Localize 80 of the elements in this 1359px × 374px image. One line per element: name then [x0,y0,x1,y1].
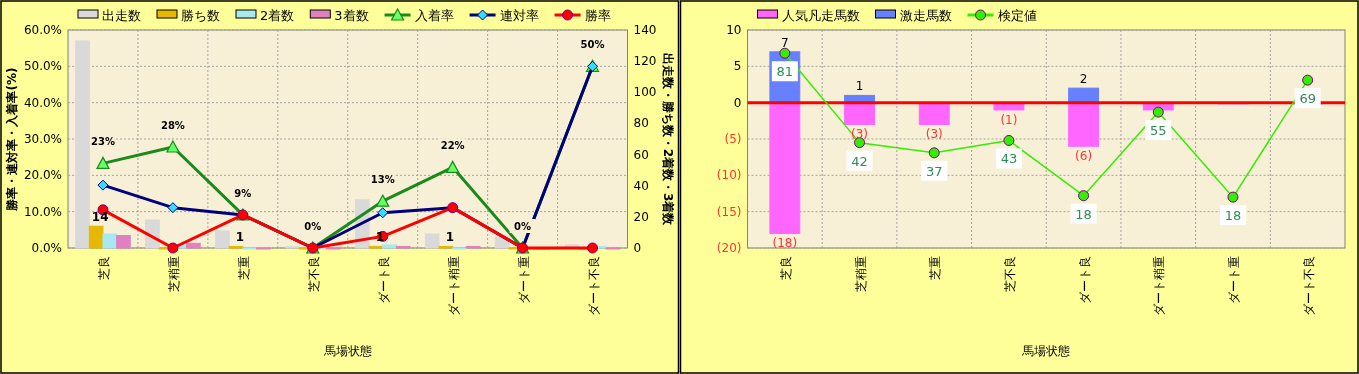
data-label: 9% [234,187,252,199]
y-tick-label: 40.0% [23,95,62,110]
data-label: 0% [514,221,532,232]
y-tick-label: (5) [724,132,742,146]
x-tick-label: 芝不良 [306,256,321,292]
y-tick-label: (15) [716,204,742,219]
y-tick-label: 5 [733,59,742,74]
y-axis-title: 勝率・連対率・入着率(%) [5,67,19,212]
annotation: 43 [1000,151,1018,167]
legend-label: 勝率 [584,8,611,23]
x-tick-label: 芝良 [96,256,111,280]
y2-tick-label: 60 [633,147,649,162]
x-tick-label: ダート良 [376,256,391,304]
x-tick-label: 芝重 [928,256,943,280]
data-label: 23% [91,136,115,148]
data-label: 22% [440,140,465,152]
x-tick-label: ダート重 [1226,256,1241,304]
data-label: 0% [304,221,322,232]
data-label: 28% [160,119,185,131]
data-label: 7 [781,35,789,50]
y2-tick-label: 0 [633,241,642,255]
legend-label: 検定値 [997,8,1037,23]
annotation: 37 [925,163,943,179]
legend-label: 3着数 [334,8,369,23]
data-label: 1 [235,230,245,245]
legend-label: 激走馬数 [899,8,952,23]
data-label: 14 [91,210,109,225]
data-label: (18) [772,236,798,251]
y-tick-label: 0 [733,95,742,110]
x-tick-label: 芝重 [236,256,251,280]
x-tick-label: ダート不良 [1301,256,1316,316]
y-tick-label: 10.0% [23,204,62,219]
annotation: 42 [851,153,868,169]
x-tick-label: ダート不良 [586,256,601,316]
y2-axis-title: 出走数・勝ち数・2着数・3着数 [660,52,675,227]
y2-tick-label: 80 [633,116,649,131]
y-tick-label: 50.0% [23,59,62,74]
x-tick-label: ダート良 [1077,256,1092,304]
y2-tick-label: 140 [633,23,657,37]
y2-tick-label: 40 [633,178,649,193]
data-label: (6) [1075,149,1093,164]
legend-label: 出走数 [102,8,141,23]
x-tick-label: 芝稍重 [853,256,868,292]
data-label: (3) [925,127,943,142]
legend-label: 勝ち数 [181,8,220,23]
y-tick-label: 30.0% [23,132,62,146]
x-tick-label: ダート重 [516,256,531,304]
y-tick-label: 20.0% [23,168,62,183]
annotation: 18 [1075,206,1092,222]
data-label: 2 [1079,72,1088,87]
data-label: 13% [370,174,395,186]
x-axis-title: 馬場状態 [1021,344,1071,358]
x-tick-label: 芝良 [778,256,793,280]
data-label: 50% [580,39,605,51]
data-label: (1) [1000,112,1018,127]
y-tick-label: 10 [726,23,742,37]
x-tick-label: ダート稍重 [446,256,461,316]
x-tick-label: ダート稍重 [1152,256,1167,316]
legend-label: 人気凡走馬数 [781,8,860,23]
x-tick-label: 芝不良 [1002,256,1017,292]
x-tick-label: 芝稍重 [166,256,181,292]
legend-label: 入着率 [414,8,454,23]
annotation: 18 [1224,208,1242,224]
legend-label: 連対率 [499,8,539,23]
data-label: 1 [855,79,864,94]
annotation: 81 [776,64,794,80]
y2-tick-label: 20 [633,209,649,224]
y-tick-label: (20) [716,241,742,255]
y-tick-label: 60.0% [23,23,62,37]
annotation: 55 [1150,123,1167,139]
legend-label: 2着数 [260,8,295,23]
y-tick-label: (10) [716,168,742,183]
annotation: 69 [1299,91,1316,107]
x-axis-title: 馬場状態 [322,344,372,358]
data-label: 1 [445,230,455,245]
data-label: (3) [851,127,869,142]
y2-tick-label: 120 [633,54,657,69]
y2-tick-label: 100 [633,85,657,100]
data-label: 1 [375,230,385,245]
y-tick-label: 0.0% [31,241,62,255]
